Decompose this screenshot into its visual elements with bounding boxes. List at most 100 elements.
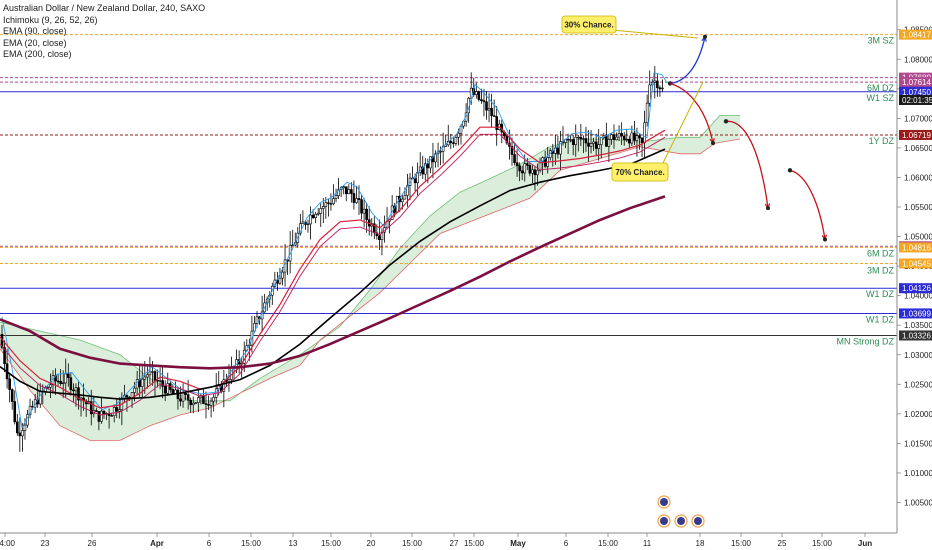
candle-body [21, 430, 24, 437]
candle [490, 93, 493, 128]
legend-ema90[interactable]: EMA (90, close) [3, 26, 67, 36]
candle [571, 134, 575, 156]
candle-body [321, 206, 325, 209]
candle-body [174, 389, 177, 394]
candle-body [640, 137, 644, 143]
candle-body [112, 407, 116, 417]
candle-body [3, 347, 6, 365]
candle-body [518, 165, 521, 172]
candle-body [327, 202, 330, 204]
candle [365, 202, 368, 233]
legend-ema200[interactable]: EMA (200, close) [3, 49, 72, 59]
event-marker-icon[interactable] [657, 514, 671, 528]
event-marker-icon[interactable] [657, 495, 671, 509]
senkou-b-line [0, 138, 741, 441]
candle-body [439, 150, 442, 153]
candle [278, 267, 282, 285]
candle [67, 363, 70, 387]
candle-body [615, 136, 618, 141]
candle [163, 380, 167, 401]
candle-body [635, 135, 639, 141]
candle-body [204, 403, 208, 405]
candle [197, 390, 200, 412]
candle [418, 152, 422, 177]
candle [495, 105, 499, 146]
candle [72, 383, 75, 403]
candle [640, 137, 644, 158]
candle [431, 142, 435, 179]
candle-body [482, 100, 486, 103]
candle [46, 385, 50, 389]
candle [556, 135, 560, 159]
candle [171, 384, 175, 394]
zone-label: W1 DZ [866, 314, 895, 324]
candle-body [365, 208, 368, 220]
legend-title[interactable]: Australian Dollar / New Zealand Dollar, … [3, 3, 206, 13]
candle [189, 397, 192, 413]
x-axis-ticks[interactable]: 14:00 23 26 Apr 6 15:00 13 15:00 20 15:00 27 15:00 M… [0, 533, 872, 548]
candle-body [166, 383, 170, 394]
candle [217, 371, 221, 396]
candle [281, 267, 284, 286]
candle [658, 85, 662, 97]
candle [497, 119, 501, 131]
candle [656, 74, 659, 97]
y-tick-label: 1.01500 [904, 439, 932, 448]
candle [209, 397, 213, 418]
event-markers[interactable] [657, 495, 705, 528]
x-tick-label: 15:00 [241, 539, 262, 548]
zone-label: 3M DZ [867, 265, 895, 275]
x-tick-label: 15:00 [321, 539, 342, 548]
price-badge-bg [899, 283, 932, 294]
candle [515, 149, 519, 177]
candle-body [140, 378, 144, 387]
candle-body [316, 213, 320, 215]
candle [59, 368, 62, 386]
candle-body [299, 223, 302, 234]
candle-body [362, 208, 366, 214]
candle-body [510, 146, 514, 155]
callout-down[interactable]: 70% Chance. [611, 81, 704, 182]
x-tick-label: 25 [778, 539, 787, 548]
candle-body [156, 380, 159, 382]
candle-body [23, 424, 27, 431]
event-marker-icon[interactable] [674, 514, 688, 528]
x-tick-label: 20 [367, 539, 376, 548]
candle [622, 131, 626, 146]
candle-body [186, 394, 190, 401]
ema20-line [0, 126, 666, 409]
candle [510, 137, 514, 166]
candle-body [648, 84, 652, 104]
candle [329, 193, 333, 211]
legend-ema20[interactable]: EMA (20, close) [3, 37, 67, 48]
candle [316, 207, 320, 216]
event-marker-icon[interactable] [691, 514, 705, 528]
candle [166, 372, 170, 396]
candle-body [576, 136, 580, 139]
candle-body [589, 143, 593, 147]
candle-body [125, 395, 129, 398]
event-marker-core [660, 517, 668, 525]
y-tick-label: 1.06000 [904, 173, 932, 182]
candle-body [401, 198, 404, 203]
candle-body [15, 421, 19, 434]
candle [617, 125, 621, 142]
candle-body [406, 185, 409, 196]
callout-up[interactable]: 30% Chance. [561, 15, 699, 39]
candle-body [426, 163, 430, 169]
candle-body [72, 389, 75, 392]
candle-body [102, 410, 106, 415]
candle-body [148, 371, 152, 376]
candle-body [403, 195, 407, 200]
candle-body [77, 387, 80, 401]
price-badge-bg [899, 258, 932, 269]
legend-ichimoku[interactable]: Ichimoku (9, 26, 52, 26) [3, 14, 98, 25]
candle [212, 393, 215, 412]
candle [69, 372, 73, 396]
candle [148, 356, 152, 384]
candle [454, 134, 458, 146]
candle-body [301, 221, 305, 225]
candle [314, 211, 317, 224]
